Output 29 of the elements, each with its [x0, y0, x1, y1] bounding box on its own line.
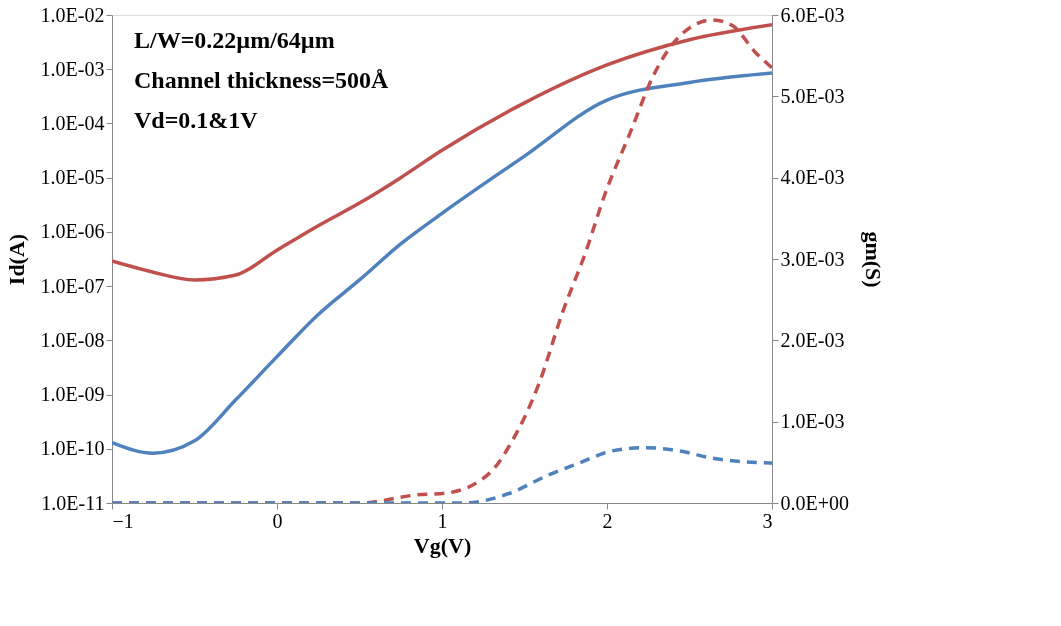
- y-tick-label: 1.0E-06: [40, 220, 105, 243]
- y2-axis-title: gm(S): [861, 231, 886, 288]
- y-tick-label: 1.0E-10: [40, 437, 105, 460]
- y2-tick-label: 5.0E-03: [780, 84, 845, 107]
- y-tick-label: 1.0E-07: [40, 274, 105, 297]
- x-tick-label: 3: [762, 509, 773, 532]
- y-tick-label: 1.0E-04: [40, 111, 105, 134]
- y2-tick-label: 4.0E-03: [780, 166, 845, 189]
- x-tick-label: 1: [437, 509, 448, 532]
- y2-tick-label: 3.0E-03: [780, 247, 845, 270]
- y-tick-label: 1.0E-08: [40, 328, 105, 351]
- y2-tick-label: 1.0E-03: [780, 410, 845, 433]
- y-tick-label: 1.0E-03: [40, 57, 105, 80]
- x-tick-label: 0: [272, 509, 283, 532]
- x-tick-label: 2: [602, 509, 613, 532]
- y-tick-label: 1.0E-11: [41, 491, 105, 514]
- y2-tick-label: 2.0E-03: [780, 328, 845, 351]
- x-tick-label: −1: [112, 509, 134, 532]
- annotation: Channel thickness=500Å: [134, 67, 390, 93]
- y-tick-label: 1.0E-02: [40, 3, 105, 26]
- y2-tick-label: 6.0E-03: [780, 3, 845, 26]
- y2-tick-label: 0.0E+00: [780, 491, 849, 514]
- annotation: L/W=0.22µm/64µm: [134, 27, 335, 53]
- line-series: [112, 71, 772, 455]
- y-tick-label: 1.0E-09: [40, 383, 105, 406]
- x-axis-title: Vg(V): [413, 532, 472, 558]
- annotation: Vd=0.1&1V: [134, 107, 259, 133]
- y-axis-title: Id(A): [3, 233, 29, 286]
- y-tick-label: 1.0E-05: [40, 166, 105, 189]
